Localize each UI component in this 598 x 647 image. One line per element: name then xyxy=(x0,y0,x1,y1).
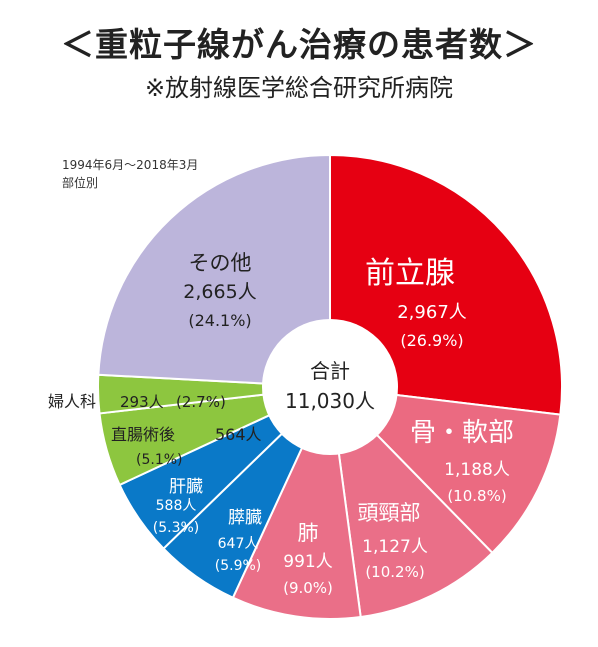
slice-4-count-label: 647人 xyxy=(218,536,259,552)
slice-8-count-label: 2,665人 xyxy=(183,281,256,303)
slice-8-percent-label: (24.1%) xyxy=(188,311,251,330)
slice-1-percent-label: (10.8%) xyxy=(447,487,506,505)
slice-0 xyxy=(329,153,563,416)
slice-7-name-label: 婦人科 xyxy=(48,392,96,411)
chart-title: ＜重粒子線がん治療の患者数＞ xyxy=(61,25,537,64)
total-value: 11,030人 xyxy=(285,389,375,413)
slice-1 xyxy=(327,385,562,555)
slice-5-name-label: 肝臓 xyxy=(169,477,203,497)
period-note: 1994年6月～2018年3月 部位別 xyxy=(62,156,198,192)
slice-2 xyxy=(328,384,494,619)
slice-1-count-label: 1,188人 xyxy=(444,460,510,480)
slice-4-percent-label: (5.9%) xyxy=(215,558,262,574)
slice-6-count-label: 564人 xyxy=(215,425,262,444)
slice-5-count-label: 588人 xyxy=(156,498,197,514)
slice-8 xyxy=(97,153,331,389)
slice-1-name-label: 骨・軟部 xyxy=(410,418,514,448)
slice-8-name-label: その他 xyxy=(189,251,252,275)
slice-3-count-label: 991人 xyxy=(283,552,332,572)
breakdown-label: 部位別 xyxy=(62,176,99,190)
slice-2-count-label: 1,127人 xyxy=(362,537,428,557)
slice-6-name-label: 直腸術後 xyxy=(111,425,175,444)
slice-4-name-label: 膵臓 xyxy=(228,508,262,528)
slice-0-percent-label: (26.9%) xyxy=(400,331,463,350)
donut-hole xyxy=(262,319,398,455)
chart-subtitle: ※放射線医学総合研究所病院 xyxy=(144,74,454,102)
slice-5-percent-label: (5.3%) xyxy=(153,520,200,536)
slice-2-percent-label: (10.2%) xyxy=(365,563,424,581)
slice-0-name-label: 前立腺 xyxy=(365,256,455,291)
slice-3-name-label: 肺 xyxy=(298,521,319,545)
labels-group: 前立腺 2,967人 (26.9%) 骨・軟部 1,188人 (10.8%) 頭頸部 1,12… xyxy=(48,251,514,597)
slices-group xyxy=(97,153,563,620)
slice-0-count-label: 2,967人 xyxy=(397,302,467,323)
total-label: 合計 xyxy=(310,359,350,383)
slice-6-percent-label: (5.1%) xyxy=(136,452,183,468)
slice-3-percent-label: (9.0%) xyxy=(283,579,333,597)
slice-2-name-label: 頭頸部 xyxy=(358,501,421,525)
slice-7-percent-label: (2.7%) xyxy=(176,393,226,411)
slice-7-count-label: 293人 xyxy=(120,393,164,411)
period-range: 1994年6月～2018年3月 xyxy=(62,158,199,172)
